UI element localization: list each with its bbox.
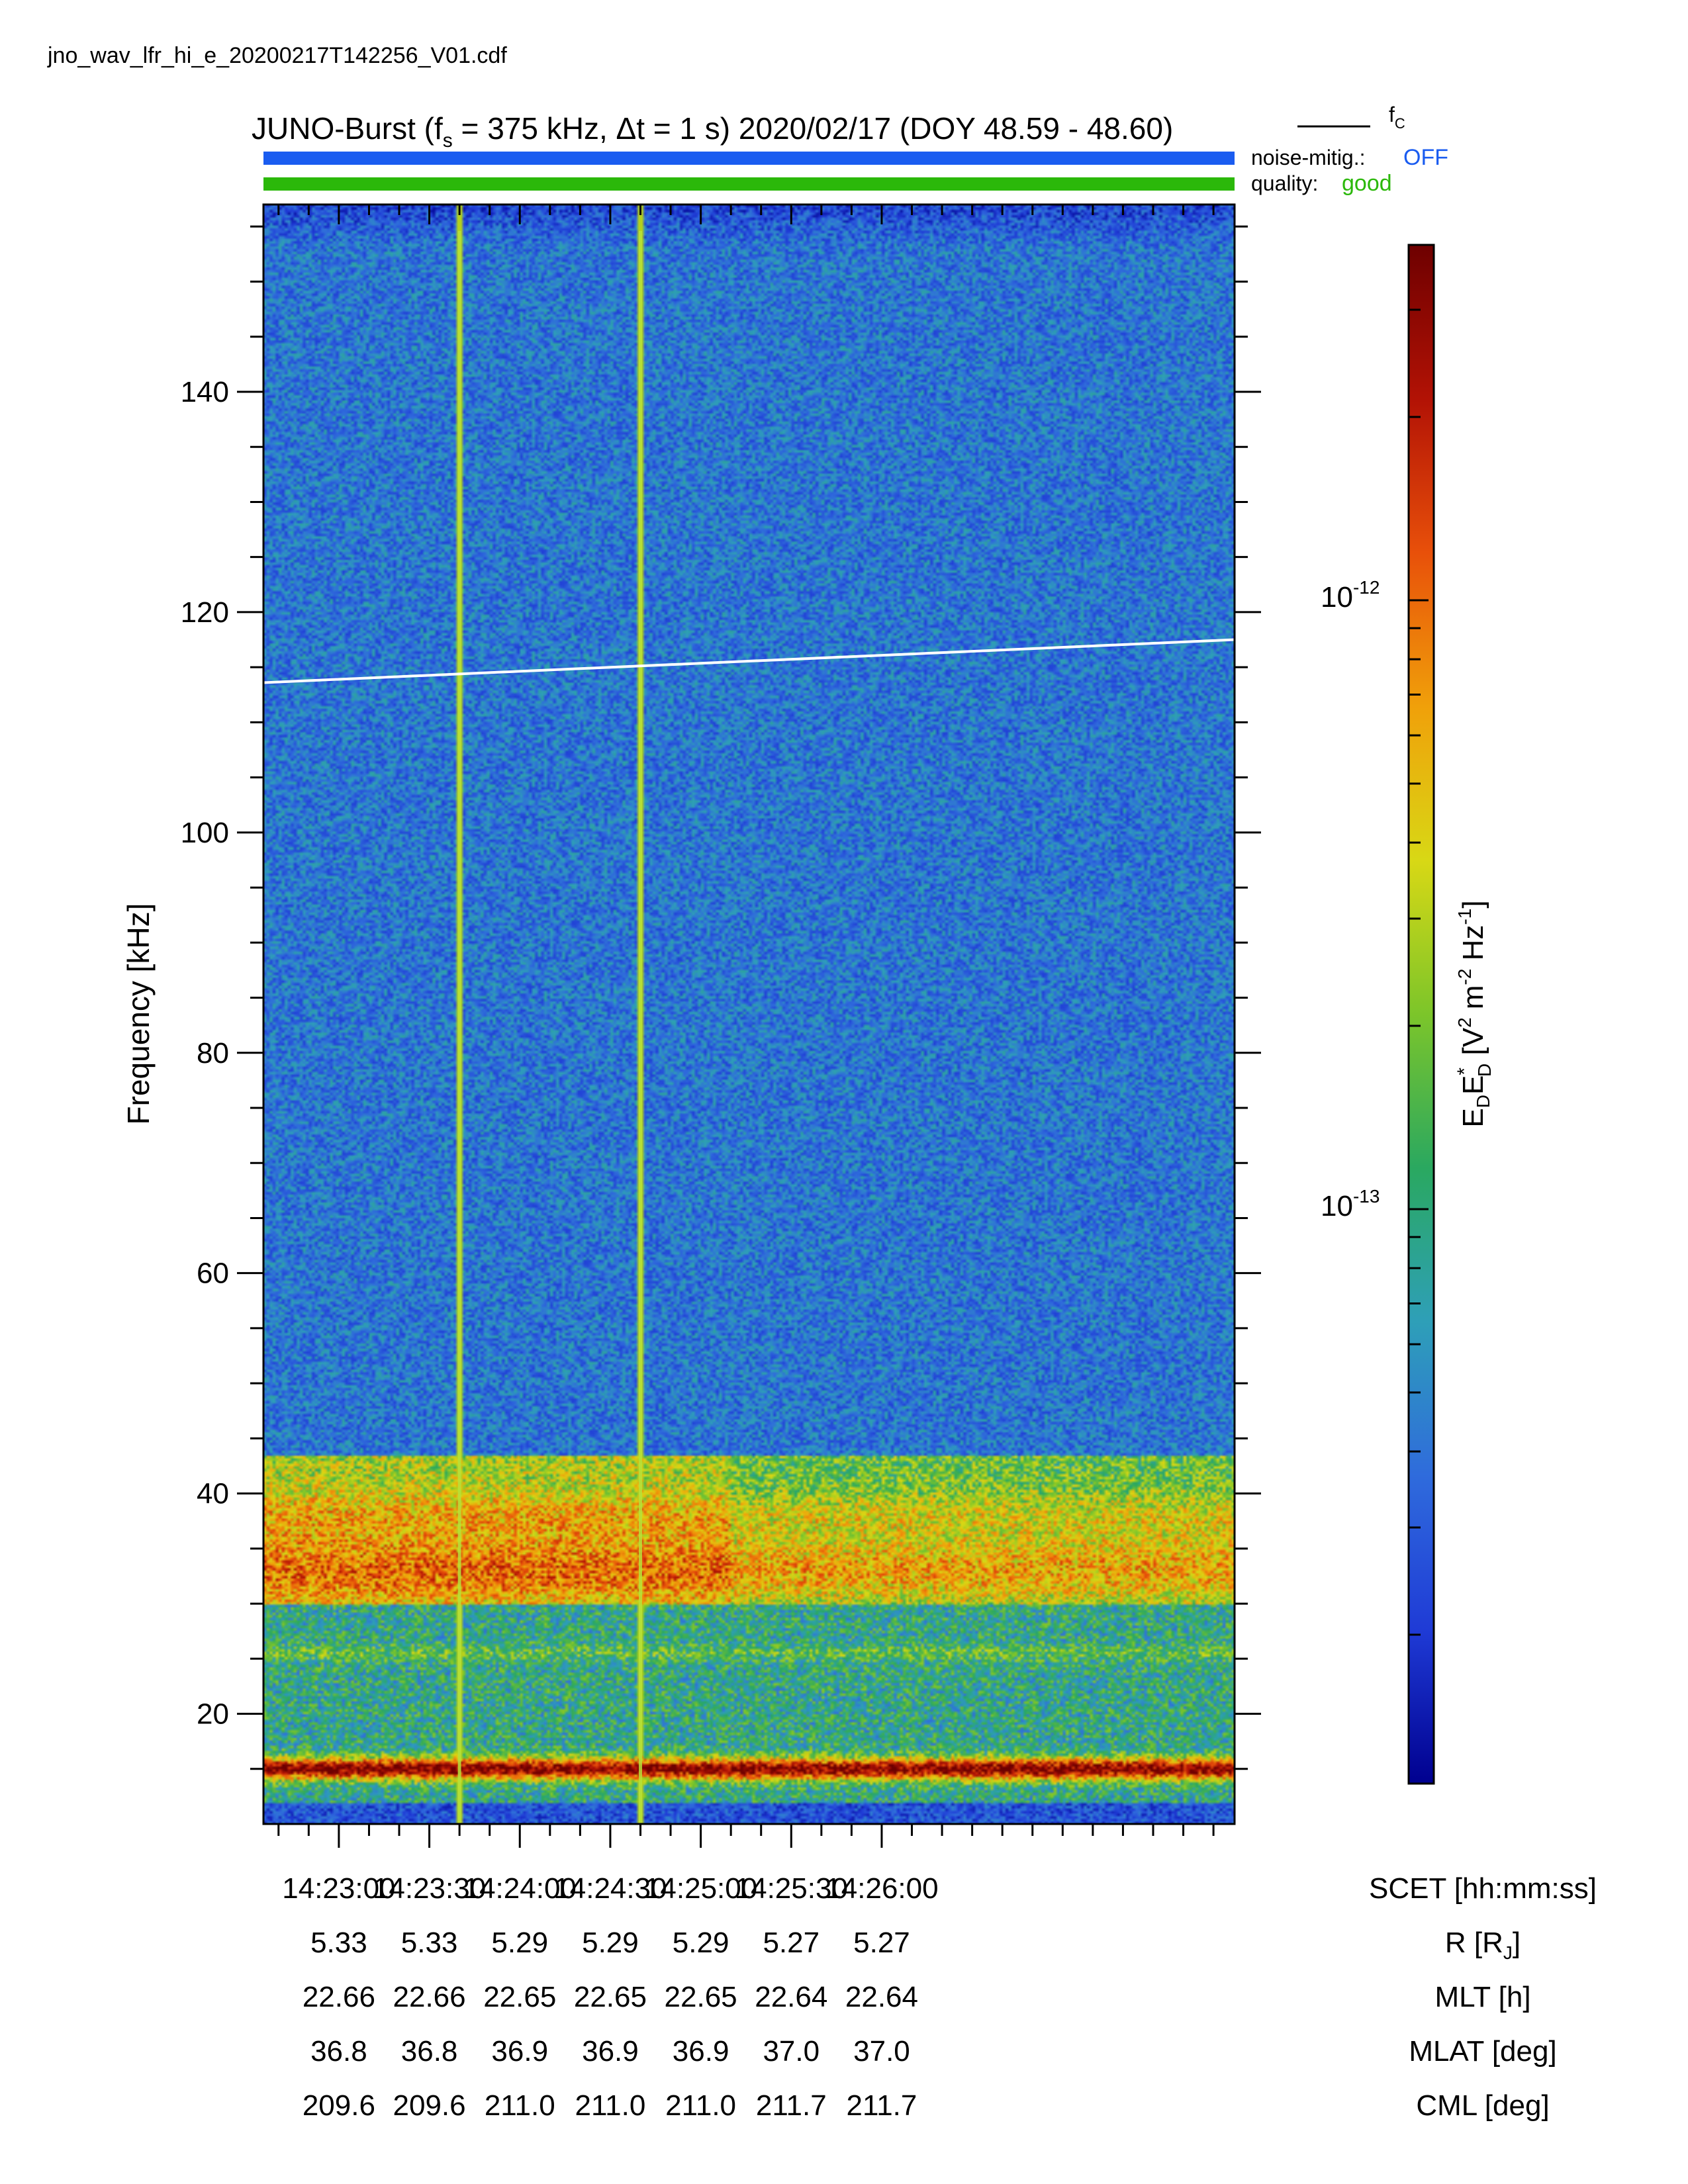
ephemeris-value: 5.29 — [673, 1927, 729, 1959]
fc-line — [263, 638, 1235, 684]
noise-mitigation-bar — [263, 152, 1235, 165]
ephemeris-value: 36.9 — [582, 2035, 639, 2068]
y-axis: 20 40 60 80 100 120 140 — [181, 225, 1261, 1770]
ephemeris-value: 36.9 — [491, 2035, 548, 2068]
y-tick-label: 40 — [197, 1478, 229, 1510]
y-tick-label: 120 — [181, 596, 229, 629]
ephemeris-value: 22.65 — [574, 1981, 647, 2013]
ephemeris-table: 14:23:0014:23:3014:24:0014:24:3014:25:00… — [282, 1872, 1597, 2122]
ephemeris-row-label: MLT [h] — [1434, 1981, 1530, 2013]
colorbar-tick-label: 10-12 — [1321, 577, 1380, 614]
y-axis-label: Frequency [kHz] — [121, 903, 156, 1125]
ephemeris-value: 22.65 — [483, 1981, 556, 2013]
ephemeris-value: 36.8 — [401, 2035, 458, 2068]
title-fs-sub: s — [443, 130, 453, 152]
ephemeris-row-label: CML [deg] — [1416, 2089, 1549, 2122]
ephemeris-value: 5.33 — [401, 1927, 458, 1959]
colorbar-gradient — [1407, 244, 1435, 1785]
plot-frame — [262, 203, 1236, 1825]
ephemeris-row-label: R [RJ] — [1445, 1927, 1521, 1963]
ephemeris-value: 211.7 — [847, 2089, 917, 2122]
ephemeris-value: 22.64 — [755, 1981, 827, 2013]
y-tick-label: 60 — [197, 1257, 229, 1290]
ephemeris-row-label: MLAT [deg] — [1409, 2035, 1556, 2068]
ephemeris-value: 209.6 — [303, 2089, 375, 2122]
quality-bar — [263, 177, 1235, 191]
fc-legend-label: fC — [1389, 103, 1405, 132]
colorbar-label: EDE*D [V2 m-2 Hz-1] — [1454, 900, 1495, 1127]
x-tick-label: 14:25:00 — [644, 1872, 757, 1905]
y-tick-label: 80 — [197, 1037, 229, 1069]
file-name: jno_wav_lfr_hi_e_20200217T142256_V01.cdf — [47, 43, 507, 68]
ephemeris-value: 209.6 — [393, 2089, 466, 2122]
colorbar-tick-label: 10-13 — [1321, 1186, 1380, 1222]
ephemeris-value: 211.7 — [756, 2089, 827, 2122]
ephemeris-value: 5.27 — [763, 1927, 820, 1959]
ephemeris-value: 5.27 — [853, 1927, 910, 1959]
ephemeris-value: 22.65 — [665, 1981, 737, 2013]
quality-label: quality: — [1251, 171, 1318, 195]
title-prefix: JUNO-Burst (f — [252, 111, 443, 146]
ephemeris-value: 37.0 — [763, 2035, 820, 2068]
quality-value: good — [1342, 171, 1392, 196]
x-tick-label: 14:26:00 — [825, 1872, 938, 1905]
ephemeris-value: 5.33 — [310, 1927, 367, 1959]
y-tick-label: 100 — [181, 817, 229, 849]
chart-title: JUNO-Burst (fs = 375 kHz, Δt = 1 s) 2020… — [252, 111, 1173, 152]
ephemeris-value: 37.0 — [853, 2035, 910, 2068]
x-tick-label: 14:23:30 — [373, 1872, 486, 1905]
x-tick-label: 14:23:00 — [282, 1872, 395, 1905]
noise-mitigation-value: OFF — [1403, 145, 1448, 170]
ephemeris-value: 22.66 — [303, 1981, 375, 2013]
spectrogram-image — [263, 205, 1235, 1824]
colorbar-ticks — [1409, 308, 1429, 1636]
x-tick-label: 14:25:30 — [735, 1872, 848, 1905]
x-tick-label: 14:24:00 — [463, 1872, 577, 1905]
ephemeris-value: 22.64 — [845, 1981, 918, 2013]
x-axis — [277, 205, 1215, 1848]
burst-lines — [457, 231, 642, 1824]
ephemeris-value: 36.8 — [310, 2035, 367, 2068]
ephemeris-value: 211.0 — [665, 2089, 736, 2122]
ephemeris-value: 36.9 — [673, 2035, 729, 2068]
x-tick-label: 14:24:30 — [553, 1872, 667, 1905]
ephemeris-value: 5.29 — [582, 1927, 639, 1959]
ephemeris-value: 5.29 — [491, 1927, 548, 1959]
ephemeris-row-label: SCET [hh:mm:ss] — [1369, 1872, 1597, 1905]
title-rest: = 375 kHz, Δt = 1 s) 2020/02/17 (DOY 48.… — [453, 111, 1174, 146]
noise-mitigation-label: noise-mitig.: — [1251, 146, 1366, 169]
colorbar: 10-12 10-13 EDE*D [V2 m-2 Hz-1] — [1321, 244, 1495, 1785]
ephemeris-value: 211.0 — [485, 2089, 555, 2122]
y-tick-label: 140 — [181, 376, 229, 408]
ephemeris-value: 22.66 — [393, 1981, 466, 2013]
ephemeris-value: 211.0 — [575, 2089, 646, 2122]
y-tick-label: 20 — [197, 1698, 229, 1731]
spectrogram-plot: 20 40 60 80 100 120 140 — [181, 203, 1261, 1848]
